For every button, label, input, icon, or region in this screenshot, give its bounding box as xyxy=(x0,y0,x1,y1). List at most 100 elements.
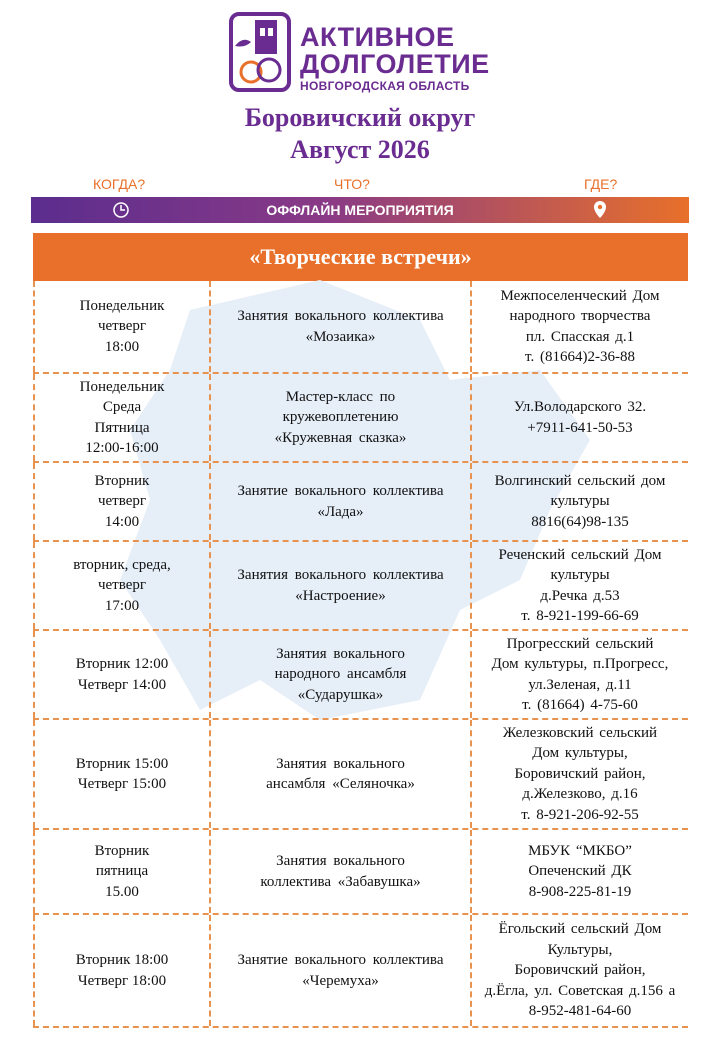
cell-line: «Кружевная сказка» xyxy=(274,429,407,446)
cell-line: пл. Спасская д.1 xyxy=(525,328,635,345)
table-cell: Вторник 15:00 Четверг 15:00 xyxy=(33,720,211,828)
table-row: Понедельник четверг 18:00 Занятия вокальног… xyxy=(33,281,688,374)
cell-line: Понедельник xyxy=(79,378,165,395)
cell-line: ансамбля «Селяночка» xyxy=(266,776,415,792)
table-cell: Вторник 12:00 Четверг 14:00 xyxy=(33,631,211,718)
subtitle: Август 2026 xyxy=(290,135,430,164)
table-row: Вторник четверг 14:00 Занятие вокального ко… xyxy=(33,463,688,542)
cell-line: Дом культуры, xyxy=(532,745,628,762)
table-cell: Реченский сельский Дом культуры д.Речка д.… xyxy=(472,542,688,629)
clock-icon xyxy=(113,202,129,218)
table-cell: Занятие вокального коллектива «Черемуха» xyxy=(211,915,472,1026)
cell-line: ул.Зеленая, д.11 xyxy=(528,676,632,693)
banner: ОФФЛАЙН МЕРОПРИЯТИЯ xyxy=(31,197,689,223)
cell-line: Занятия вокального коллектива xyxy=(237,308,444,324)
logo-icon xyxy=(229,12,291,92)
map-background xyxy=(120,280,590,720)
logo-text: АКТИВНОЕ xyxy=(300,22,455,52)
cell-line: Боровичский район, xyxy=(514,765,646,782)
table-cell: Ул.Володарского 32. +7911-641-50-53 xyxy=(472,374,688,461)
banner-text: ОФФЛАЙН МЕРОПРИЯТИЯ xyxy=(266,202,454,218)
cell-line: 17:00 xyxy=(104,597,140,614)
table-cell: Понедельник Среда Пятница 12:00-16:00 xyxy=(33,374,211,461)
table-cell: МБУК “МКБО” Опеченский ДК 8-908-225-81-19 xyxy=(472,830,688,913)
table-cell: Ёгольский сельский Дом Культуры, Боровичск… xyxy=(472,915,688,1026)
table-row: вторник, среда, четверг 17:00 Занятия вокал… xyxy=(33,542,688,631)
cell-line: народного ансамбля xyxy=(274,666,407,683)
cell-line: Межпоселенческий Дом xyxy=(500,287,660,304)
table-row: Вторник 12:00 Четверг 14:00 Занятия вокаль… xyxy=(33,631,688,720)
cell-line: Ул.Володарского 32. xyxy=(513,399,647,415)
table-cell: Межпоселенческий Дом народного творчества… xyxy=(472,281,688,372)
cell-line: Занятия вокального xyxy=(276,853,405,869)
cell-line: МБУК “МКБО” xyxy=(528,842,632,859)
cell-line: культуры xyxy=(550,567,610,583)
cell-line: Ёгольский сельский Дом xyxy=(498,921,662,938)
logo-text: НОВГОРОДСКАЯ ОБЛАСТЬ xyxy=(300,79,470,93)
cell-line: т. (81664)2-36-88 xyxy=(525,349,635,365)
cell-line: Мастер-класс по xyxy=(285,388,396,405)
column-label: ГДЕ? xyxy=(584,176,618,192)
title: Боровичский округ xyxy=(244,103,476,132)
cell-line: Среда xyxy=(102,399,142,415)
cell-line: Вторник xyxy=(94,472,150,489)
table-row: Понедельник Среда Пятница 12:00-16:00 Мастер… xyxy=(33,374,688,463)
cell-line: Понедельник xyxy=(79,297,165,314)
column-label: ЧТО? xyxy=(334,176,370,192)
cell-line: коллектива «Забавушка» xyxy=(260,873,421,890)
logo-text: ДОЛГОЛЕТИЕ xyxy=(300,49,490,79)
table: Понедельник четверг 18:00 Занятия вокальног… xyxy=(33,281,688,1028)
cell-line: Занятие вокального коллектива xyxy=(237,952,444,968)
cell-line: Занятия вокального коллектива xyxy=(237,567,444,583)
cell-line: Прогресский сельский xyxy=(506,635,654,652)
cell-line: +7911-641-50-53 xyxy=(527,419,633,436)
cell-line: Четверг 18:00 xyxy=(77,972,167,989)
cell-line: Вторник 12:00 xyxy=(75,656,169,672)
cell-line: Опеченский ДК xyxy=(528,863,632,880)
cell-line: Занятие вокального коллектива xyxy=(237,483,444,499)
cell-line: Дом культуры, п.Прогресс, xyxy=(491,656,669,672)
table-row: Вторник 18:00 Четверг 18:00 Занятие вокаль… xyxy=(33,915,688,1028)
cell-line: д.Ёгла, ул. Советская д.156 а xyxy=(484,982,676,999)
cell-line: Четверг 15:00 xyxy=(77,776,167,792)
cell-line: вторник, среда, xyxy=(73,556,171,573)
cell-line: культуры xyxy=(550,493,610,510)
table-row: Вторник пятница 15.00 Занятия вокального кол… xyxy=(33,830,688,915)
cell-line: т. 8-921-206-92-55 xyxy=(521,806,639,823)
cell-line: 8816(64)98-135 xyxy=(531,513,629,530)
cell-line: четверг xyxy=(97,493,147,510)
table-cell: Прогресский сельский Дом культуры, п.Прог… xyxy=(472,631,688,718)
cell-line: «Настроение» xyxy=(295,587,386,604)
cell-line: т. 8-921-199-66-69 xyxy=(521,608,639,624)
cell-line: Вторник xyxy=(94,842,150,859)
table-cell: Занятие вокального коллектива «Лада» xyxy=(211,463,472,540)
cell-line: Четверг 14:00 xyxy=(77,676,167,693)
cell-line: Волгинский сельский дом xyxy=(494,472,666,489)
cell-line: пятница xyxy=(95,863,149,880)
cell-line: Занятия вокального xyxy=(276,645,405,662)
table-cell: Вторник пятница 15.00 xyxy=(33,830,211,913)
table-cell: Вторник 18:00 Четверг 18:00 xyxy=(33,915,211,1026)
cell-line: т. (81664) 4-75-60 xyxy=(522,697,638,713)
pin-icon xyxy=(594,201,606,218)
cell-line: кружевоплетению xyxy=(282,409,399,426)
cell-line: «Черемуха» xyxy=(302,972,379,989)
cell-line: Вторник 15:00 xyxy=(75,755,169,772)
cell-line: 8-952-481-64-60 xyxy=(528,1003,632,1020)
table-cell: Занятия вокального народного ансамбля «Суд… xyxy=(211,631,472,718)
cell-line: «Мозаика» xyxy=(305,328,376,345)
table-cell: Занятия вокального ансамбля «Селяночка» xyxy=(211,720,472,828)
cell-line: д.Железково, д.16 xyxy=(522,786,638,803)
table-cell: Занятия вокального коллектива «Настроение… xyxy=(211,542,472,629)
cell-line: Занятия вокального xyxy=(276,755,405,772)
table-title: «Творческие встречи» xyxy=(33,233,688,281)
cell-line: 12:00-16:00 xyxy=(85,440,159,456)
cell-line: народного творчества xyxy=(509,308,651,324)
cell-line: д.Речка д.53 xyxy=(540,587,620,604)
table-cell: Железковский сельский Дом культуры, Борови… xyxy=(472,720,688,828)
cell-line: четверг xyxy=(97,577,147,594)
cell-line: Железковский сельский xyxy=(502,724,658,741)
table-cell: Мастер-класс по кружевоплетению «Кружевная… xyxy=(211,374,472,461)
